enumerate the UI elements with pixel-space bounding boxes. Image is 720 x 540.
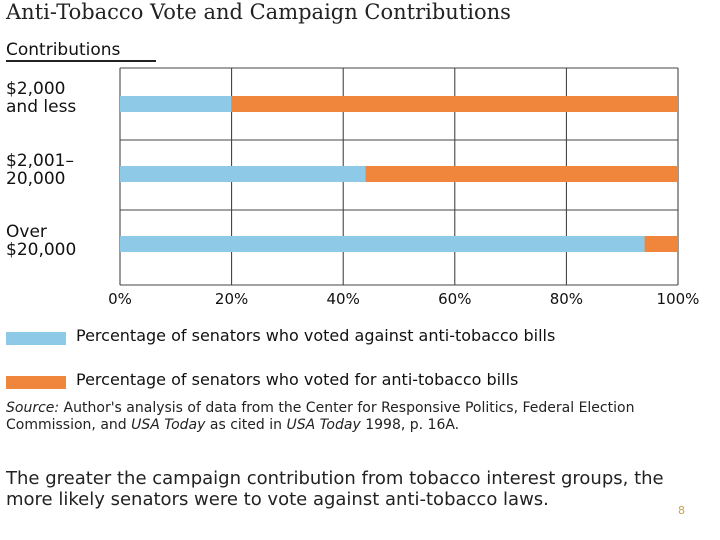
bar-for-0 — [231, 96, 678, 112]
source-prefix: Source: — [6, 400, 60, 416]
source-emphasis-2: USA Today — [286, 417, 361, 433]
legend-swatch-for — [6, 376, 66, 389]
x-tick-label-0: 0% — [108, 290, 132, 308]
page-number: 8 — [678, 504, 685, 517]
x-tick-label-3: 60% — [438, 290, 471, 308]
category-label-low: $2,000 and less — [6, 79, 77, 117]
y-axis-title: Contributions — [6, 40, 121, 60]
bar-against-0 — [120, 96, 232, 112]
legend-item-against: Percentage of senators who voted against… — [6, 328, 686, 345]
x-tick-label-4: 80% — [550, 290, 583, 308]
bar-against-1 — [120, 166, 366, 182]
source-text-3: 1998, p. 16A. — [360, 417, 460, 433]
legend-item-for: Percentage of senators who voted for ant… — [6, 372, 518, 389]
x-tick-label-1: 20% — [215, 290, 248, 308]
y-axis-title-underline — [6, 60, 156, 62]
chart-title: Anti-Tobacco Vote and Campaign Contribut… — [6, 0, 511, 24]
legend-swatch-against — [6, 332, 66, 345]
category-label-high: Over $20,000 — [6, 222, 77, 260]
category-label-mid: $2,001– 20,000 — [6, 151, 74, 189]
x-tick-label-5: 100% — [657, 290, 700, 308]
source-text-1: Author's analysis of data from the Cente… — [6, 400, 635, 433]
legend-label-for: Percentage of senators who voted for ant… — [76, 370, 519, 389]
source-text-2: as cited in — [205, 417, 287, 433]
bar-chart: 0% 20% 40% 60% 80% 100% — [108, 67, 700, 308]
bar-against-2 — [120, 236, 645, 252]
x-tick-label-2: 40% — [327, 290, 360, 308]
bar-for-2 — [644, 236, 678, 252]
legend-label-against: Percentage of senators who voted against… — [76, 326, 556, 345]
source-note: Source: Author's analysis of data from t… — [6, 400, 716, 434]
source-emphasis-1: USA Today — [131, 417, 206, 433]
bar-for-1 — [365, 166, 678, 182]
summary-text: The greater the campaign contribution fr… — [6, 468, 664, 510]
